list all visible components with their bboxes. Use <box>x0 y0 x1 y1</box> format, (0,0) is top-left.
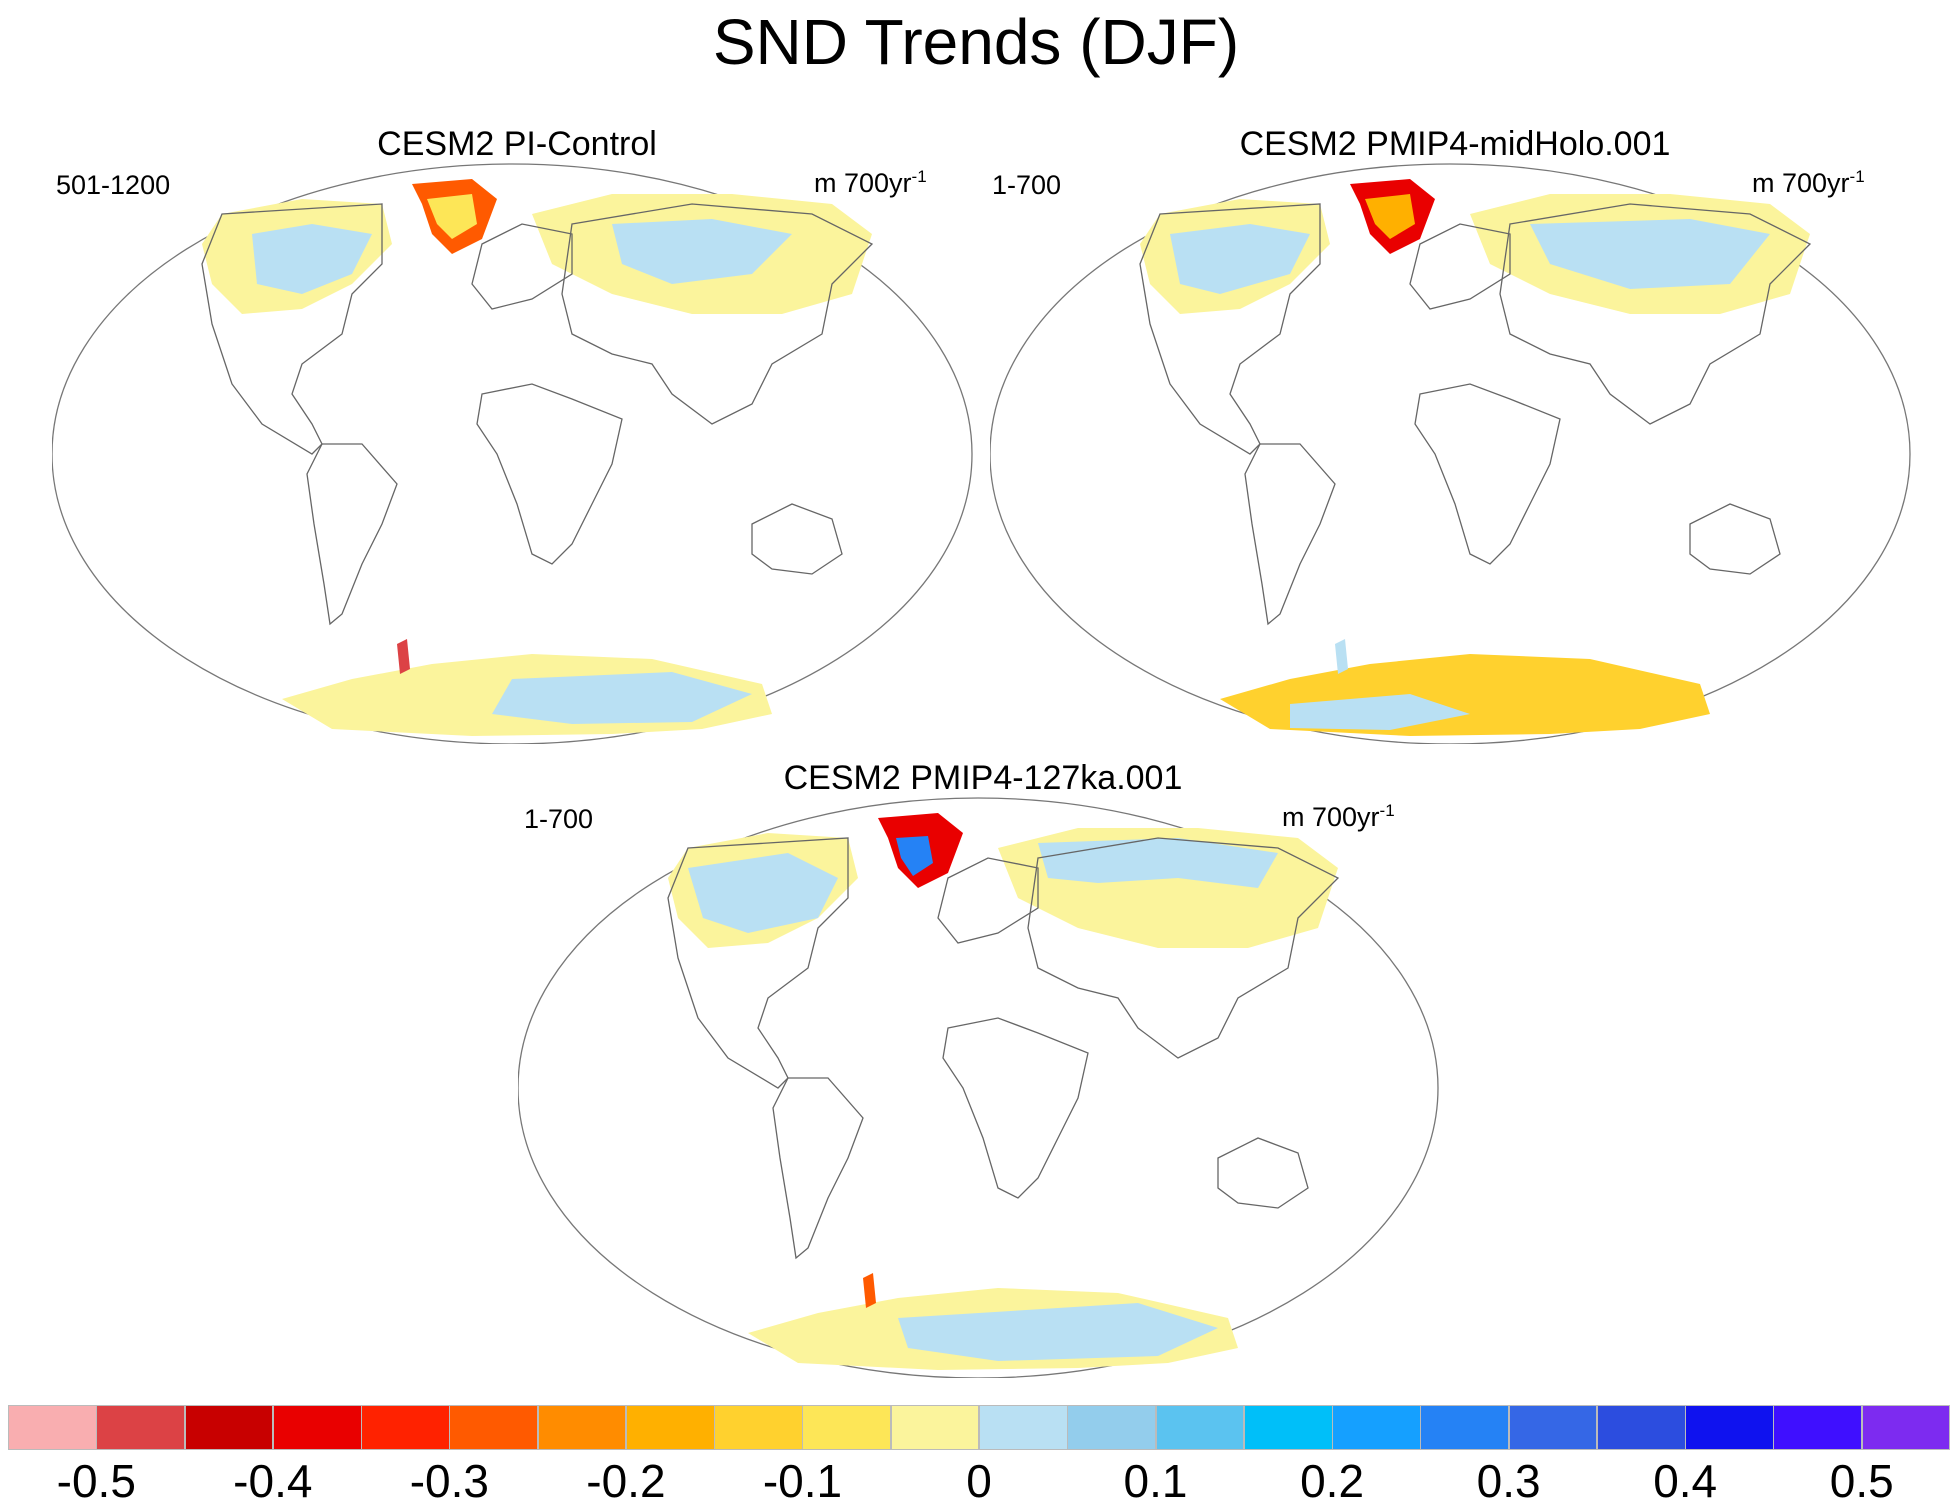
colorbar-tick-label: 0.3 <box>1476 1455 1541 1507</box>
antarctica-blue <box>898 1303 1218 1361</box>
snow-north-america-blue <box>252 224 372 294</box>
colorbar-cell <box>537 1405 627 1450</box>
antarctic-peninsula <box>1335 639 1348 674</box>
snow-eurasia-blue <box>1038 838 1278 888</box>
colorbar-cell <box>1243 1405 1333 1450</box>
antarctica-blue <box>492 672 752 724</box>
units-exponent: -1 <box>1379 801 1395 820</box>
coastlines <box>667 837 1340 1260</box>
panel-title-pi-control: CESM2 PI-Control <box>377 125 657 163</box>
colorbar-cell <box>1685 1405 1774 1450</box>
colorbar-tick-label: -0.1 <box>762 1455 843 1507</box>
panel-period-midholo: 1-700 <box>992 170 1062 200</box>
coastlines <box>201 203 874 626</box>
colorbar-tick-label: 0.1 <box>1123 1455 1188 1507</box>
colorbar-cell <box>1332 1405 1421 1450</box>
panel-units-midholo: m 700yr-1 <box>1752 162 1865 198</box>
units-exponent: -1 <box>1849 167 1865 186</box>
snow-north-america-blue <box>1170 224 1310 294</box>
colorbar-cell <box>1420 1405 1510 1450</box>
colorbar-cell <box>625 1405 715 1450</box>
map-panel-127ka: CESM2 PMIP4-127ka.001 1-700 m 700yr-1 <box>518 758 1448 1378</box>
colorbar-cell <box>1508 1405 1598 1450</box>
colorbar-tick-label: 0.5 <box>1829 1455 1894 1507</box>
greenland-core <box>896 836 933 876</box>
coastlines <box>1139 203 1812 626</box>
antarctic-peninsula <box>397 639 410 674</box>
greenland-core <box>427 194 477 239</box>
greenland-core <box>1365 194 1415 239</box>
antarctica-blue <box>1290 694 1470 730</box>
panel-units-127ka: m 700yr-1 <box>1282 796 1395 832</box>
colorbar-cell <box>272 1405 362 1450</box>
units-text: m 700yr <box>1282 802 1380 832</box>
colorbar-cell <box>714 1405 803 1450</box>
colorbar-cell <box>1067 1405 1157 1450</box>
panel-period-127ka: 1-700 <box>524 804 594 834</box>
map-panel-midholo: CESM2 PMIP4-midHolo.001 1-700 m 700yr-1 <box>990 124 1920 744</box>
snow-eurasia-blue <box>1530 219 1770 289</box>
colorbar-tick-label: -0.5 <box>56 1455 136 1507</box>
colorbar-cell <box>361 1405 450 1450</box>
units-exponent: -1 <box>911 167 927 186</box>
panel-units-pi-control: m 700yr-1 <box>814 162 927 198</box>
colorbar-tick-label: 0.4 <box>1653 1455 1718 1507</box>
colorbar-cell <box>96 1405 186 1450</box>
panel-title-midholo: CESM2 PMIP4-midHolo.001 <box>1239 125 1671 163</box>
colorbar-cell <box>802 1405 892 1450</box>
colorbar-cell <box>1773 1405 1863 1450</box>
colorbar-tick-label: 0.2 <box>1300 1455 1365 1507</box>
colorbar-tick-label: -0.3 <box>409 1455 489 1507</box>
colorbar-tick-label: -0.2 <box>586 1455 666 1507</box>
colorbar-cell <box>184 1405 274 1450</box>
colorbar-cell <box>449 1405 539 1450</box>
map-127ka <box>518 797 1439 1378</box>
colorbar-cell <box>8 1405 97 1450</box>
map-panel-pi-control: CESM2 PI-Control 501-1200 m 700yr-1 <box>52 124 982 744</box>
colorbar-tick-label: -0.4 <box>233 1455 313 1507</box>
map-midholo <box>990 163 1911 744</box>
antarctic-peninsula <box>863 1273 876 1308</box>
units-text: m 700yr <box>814 168 912 198</box>
colorbar-cell <box>1861 1405 1951 1450</box>
map-pi-control <box>52 163 973 744</box>
colorbar <box>8 1405 1951 1452</box>
snow-eurasia-blue <box>612 219 792 284</box>
colorbar-cell <box>1155 1405 1245 1450</box>
colorbar-cell <box>890 1405 980 1450</box>
colorbar-cell <box>979 1405 1068 1450</box>
colorbar-tick-label: 0 <box>966 1455 992 1507</box>
colorbar-cell <box>1596 1405 1686 1450</box>
units-text: m 700yr <box>1752 168 1850 198</box>
snow-north-america-blue <box>688 853 838 933</box>
figure-title: SND Trends (DJF) <box>712 6 1240 78</box>
panel-period-pi-control: 501-1200 <box>56 170 171 200</box>
panel-title-127ka: CESM2 PMIP4-127ka.001 <box>783 759 1183 797</box>
